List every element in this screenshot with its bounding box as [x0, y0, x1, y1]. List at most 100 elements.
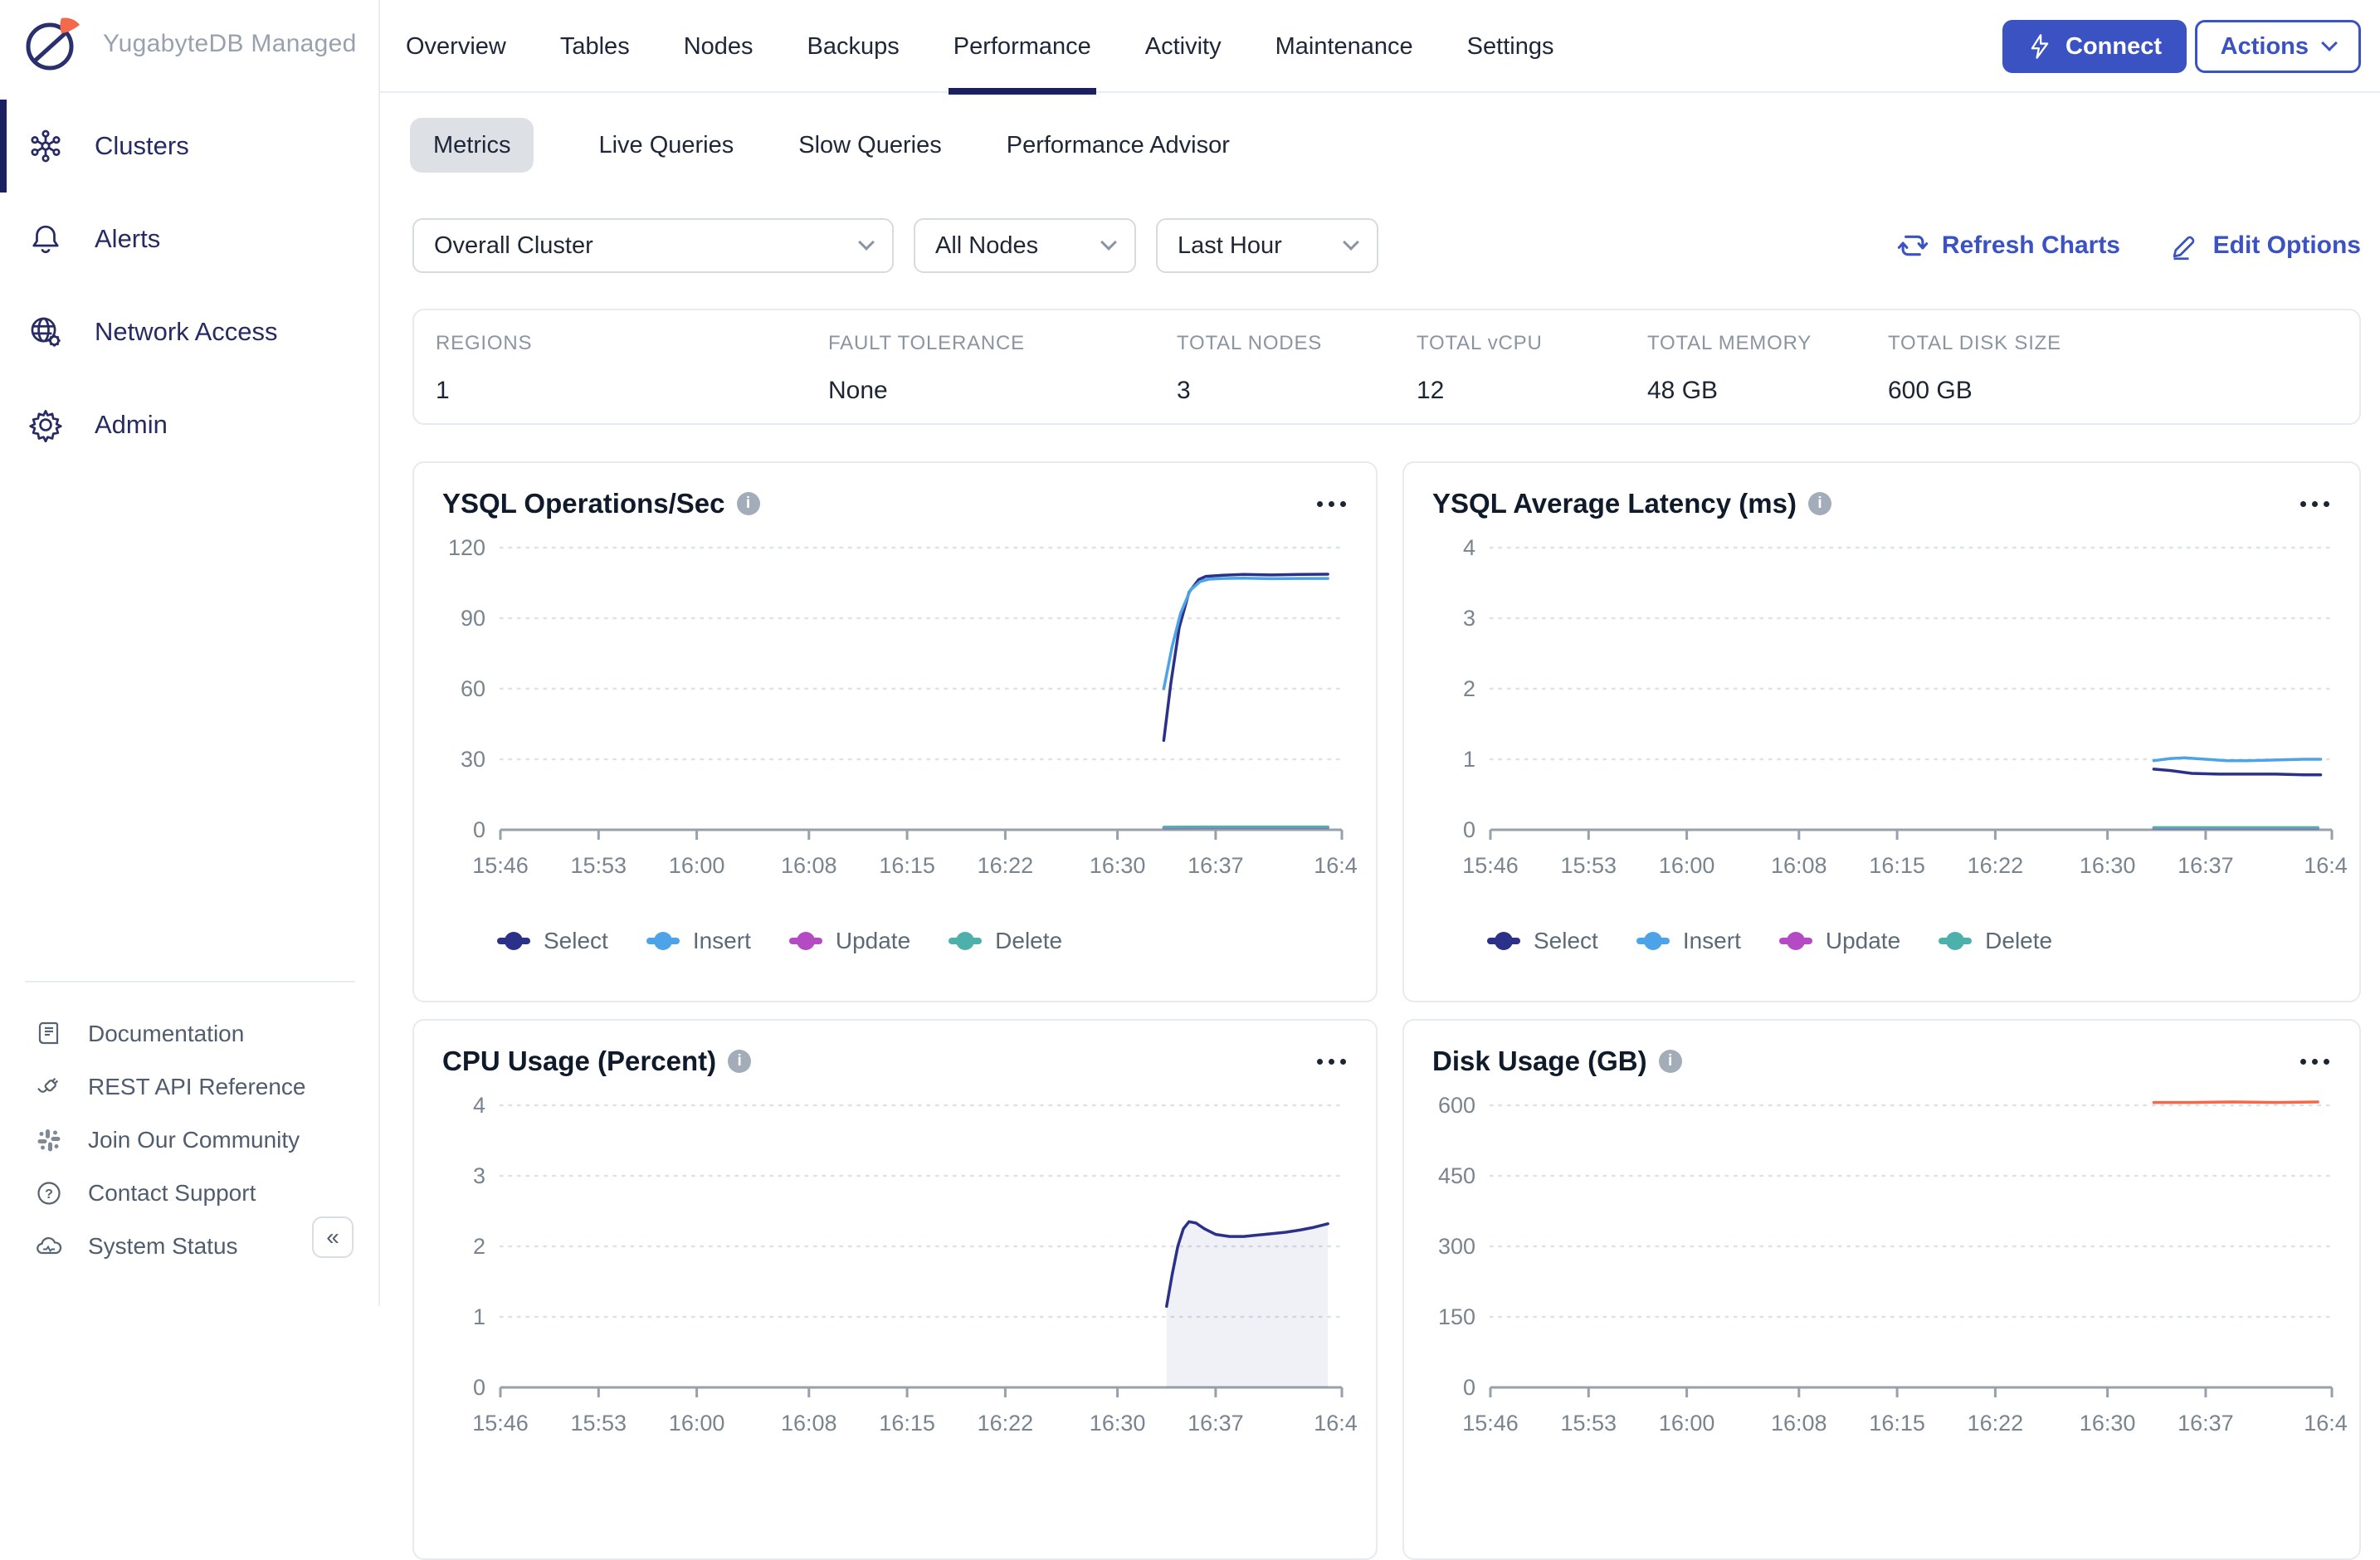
- tab-overview[interactable]: Overview: [406, 32, 506, 60]
- chart-menu-icon[interactable]: [1315, 496, 1348, 512]
- svg-text:16:22: 16:22: [1968, 853, 2024, 878]
- legend-item-update[interactable]: Update: [1778, 928, 1900, 954]
- svg-text:16:46: 16:46: [1314, 853, 1358, 878]
- svg-text:?: ?: [45, 1187, 53, 1202]
- svg-text:16:15: 16:15: [879, 853, 935, 878]
- tab-nodes[interactable]: Nodes: [683, 32, 754, 60]
- stat-label: REGIONS: [436, 332, 533, 354]
- edit-options-button[interactable]: Edit Options: [2170, 218, 2361, 273]
- info-icon[interactable]: i: [736, 492, 760, 515]
- svg-text:16:08: 16:08: [1771, 1411, 1827, 1436]
- sidebar-item-community[interactable]: Join Our Community: [0, 1114, 378, 1167]
- sidebar-item-label: Clusters: [95, 131, 189, 160]
- sidebar-item-label: Contact Support: [88, 1180, 256, 1206]
- svg-text:15:46: 15:46: [1462, 1411, 1519, 1436]
- ysql-latency-chart: 4 3 2 1 0 15:46 15:53 16:00 16:08 16:15 16:22 16:30…: [1462, 535, 2348, 878]
- info-icon[interactable]: i: [1807, 492, 1831, 515]
- sidebar-item-label: Network Access: [95, 317, 278, 346]
- svg-text:16:08: 16:08: [1771, 853, 1827, 878]
- sidebar-divider: [25, 981, 355, 982]
- actions-button[interactable]: Actions: [2194, 20, 2361, 73]
- info-icon[interactable]: i: [728, 1050, 752, 1073]
- nodes-value: All Nodes: [935, 232, 1039, 259]
- connect-button[interactable]: Connect: [2002, 20, 2187, 73]
- help-circle-icon: ?: [37, 1182, 61, 1205]
- legend-item-insert[interactable]: Insert: [646, 928, 751, 954]
- legend-marker: [497, 938, 530, 944]
- svg-text:16:46: 16:46: [2304, 1411, 2348, 1436]
- sidebar-item-system-status[interactable]: System Status: [0, 1220, 378, 1273]
- svg-text:16:30: 16:30: [2080, 1411, 2136, 1436]
- svg-text:0: 0: [1463, 1375, 1475, 1400]
- svg-text:3: 3: [473, 1163, 485, 1188]
- slack-icon: [37, 1129, 61, 1152]
- sidebar-footer: Documentation REST API Reference Jo: [0, 981, 378, 1273]
- chart-card-disk-usage: Disk Usage (GB) i 600 450 300 150 0 15:46 15:5…: [1402, 1019, 2361, 1560]
- cluster-topbar: Overview Tables Nodes Backups Performanc…: [380, 0, 2380, 95]
- chart-card-header: YSQL Operations/Sec i: [414, 463, 1376, 519]
- edit-options-label: Edit Options: [2212, 232, 2361, 259]
- svg-text:0: 0: [1463, 817, 1475, 842]
- chart-menu-icon[interactable]: [2299, 1054, 2331, 1070]
- chart-menu-icon[interactable]: [2299, 496, 2331, 512]
- chart-title: YSQL Average Latency (ms): [1432, 488, 1797, 519]
- disk-usage-chart: 600 450 300 150 0 15:46 15:53 16:00 16:08 16:15 16…: [1438, 1093, 2348, 1436]
- subtab-metrics[interactable]: Metrics: [410, 118, 534, 173]
- legend-marker: [1939, 938, 1973, 944]
- tab-backups[interactable]: Backups: [807, 32, 900, 60]
- sidebar-collapse-button[interactable]: «: [312, 1216, 354, 1258]
- time-range-select[interactable]: Last Hour: [1156, 218, 1378, 273]
- tab-performance[interactable]: Performance: [948, 0, 1096, 95]
- sidebar-item-support[interactable]: ? Contact Support: [0, 1167, 378, 1220]
- sidebar-item-documentation[interactable]: Documentation: [0, 1007, 378, 1060]
- legend-marker: [788, 938, 822, 944]
- sidebar-item-alerts[interactable]: Alerts: [0, 193, 378, 285]
- cluster-summary-card: REGIONS 1 FAULT TOLERANCE None TOTAL NOD…: [412, 309, 2361, 425]
- svg-text:150: 150: [1438, 1304, 1475, 1329]
- cluster-scope-value: Overall Cluster: [434, 232, 593, 259]
- cluster-scope-select[interactable]: Overall Cluster: [412, 218, 894, 273]
- cluster-icon: [31, 129, 61, 163]
- legend-item-delete[interactable]: Delete: [949, 928, 1062, 954]
- sidebar-item-label: Join Our Community: [88, 1127, 300, 1153]
- chart-menu-icon[interactable]: [1315, 1054, 1348, 1070]
- tab-activity[interactable]: Activity: [1144, 32, 1222, 60]
- svg-text:16:00: 16:00: [1659, 1411, 1715, 1436]
- chart-card-ysql-operations: YSQL Operations/Sec i 120 90 60 30 0 15:46 15:…: [412, 461, 1378, 1002]
- tab-maintenance[interactable]: Maintenance: [1275, 32, 1413, 60]
- refresh-charts-button[interactable]: Refresh Charts: [1897, 218, 2120, 273]
- legend-marker: [1778, 938, 1812, 944]
- svg-text:16:22: 16:22: [978, 1411, 1034, 1436]
- info-icon[interactable]: i: [1658, 1050, 1682, 1073]
- sidebar-item-network-access[interactable]: Network Access: [0, 285, 378, 378]
- chart-legend: Select Insert Update Delete: [1487, 928, 2359, 954]
- tab-settings[interactable]: Settings: [1466, 32, 1554, 60]
- legend-item-update[interactable]: Update: [788, 928, 910, 954]
- svg-text:4: 4: [473, 1093, 485, 1118]
- filter-bar: Overall Cluster All Nodes Last Hour Refr…: [412, 218, 2361, 273]
- tab-tables[interactable]: Tables: [559, 32, 630, 60]
- svg-text:0: 0: [473, 1375, 485, 1400]
- nodes-select[interactable]: All Nodes: [914, 218, 1136, 273]
- stat-total-vcpu: TOTAL vCPU 12: [1417, 332, 1647, 423]
- svg-text:15:53: 15:53: [571, 1411, 627, 1436]
- subtab-slow-queries[interactable]: Slow Queries: [798, 131, 942, 158]
- subtab-performance-advisor[interactable]: Performance Advisor: [1006, 131, 1230, 158]
- svg-text:15:46: 15:46: [472, 1411, 529, 1436]
- performance-subtabs: Metrics Live Queries Slow Queries Perfor…: [410, 118, 1230, 173]
- legend-item-delete[interactable]: Delete: [1939, 928, 2052, 954]
- cloud-status-icon: [37, 1237, 62, 1255]
- sidebar-item-admin[interactable]: Admin: [0, 378, 378, 471]
- legend-item-insert[interactable]: Insert: [1636, 928, 1741, 954]
- subtab-live-queries[interactable]: Live Queries: [598, 131, 734, 158]
- sidebar-item-rest-api[interactable]: REST API Reference: [0, 1060, 378, 1114]
- svg-text:15:53: 15:53: [571, 853, 627, 878]
- svg-text:16:08: 16:08: [781, 1411, 837, 1436]
- stat-value: 1: [436, 377, 450, 404]
- sidebar-item-clusters[interactable]: Clusters: [0, 100, 378, 193]
- svg-text:120: 120: [448, 535, 485, 560]
- legend-item-select[interactable]: Select: [1487, 928, 1598, 954]
- legend-item-select[interactable]: Select: [497, 928, 608, 954]
- chart-legend: Select Insert Update Delete: [497, 928, 1376, 954]
- chart-card-header: CPU Usage (Percent) i: [414, 1021, 1376, 1077]
